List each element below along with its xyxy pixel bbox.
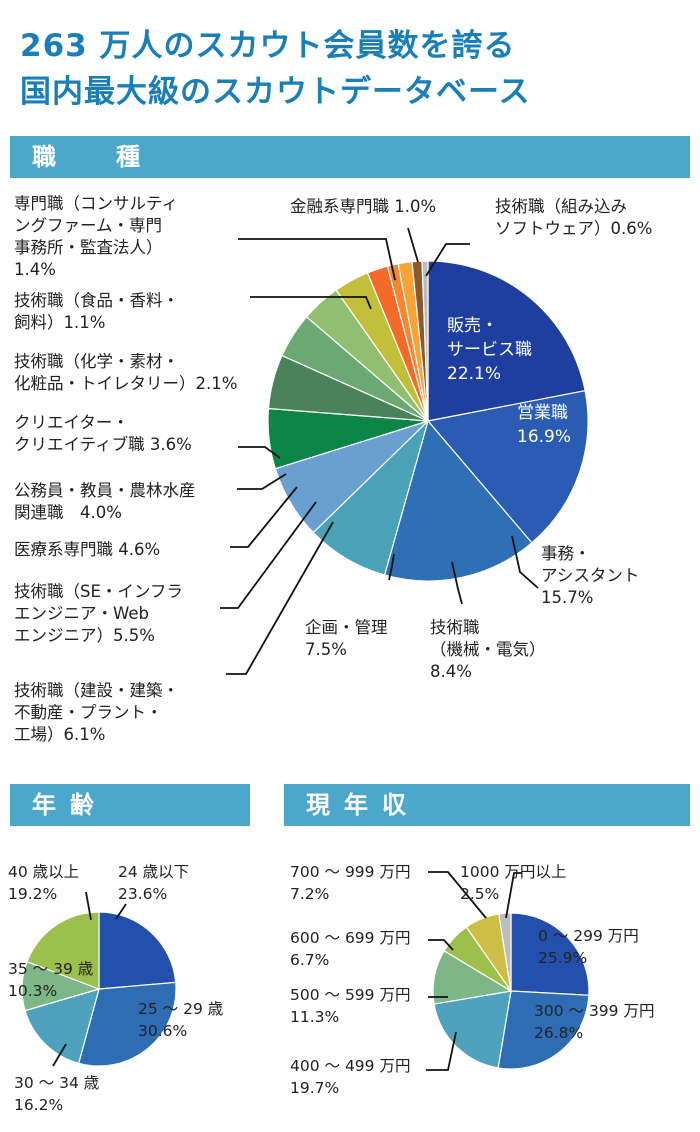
occupation-label-kensetsu: 技術職（建設・建築・不動産・プラント・工場）6.1% — [14, 681, 179, 744]
occupation-label-senmon: 専門職（コンサルティングファーム・専門事務所・監査法人） 1.4% — [14, 194, 178, 279]
occupation-leader-kumikomi — [425, 243, 470, 277]
age-label-25to29: 25 〜 29 歳 30.6% — [138, 1000, 223, 1040]
occupation-label-jimu: 事務・アシスタント 15.7% — [541, 544, 639, 607]
income-slice-1 — [497, 990, 590, 1070]
occupation-slice-1 — [426, 389, 589, 544]
occupation-slice-14 — [421, 260, 429, 422]
age-slice-4 — [26, 911, 100, 990]
occupation-label-kagaku: 技術職（化学・素材・化粧品・トイレタリー）2.1% — [14, 352, 237, 393]
age-leader-24under — [115, 903, 127, 920]
section-header-age: 年齢 — [10, 784, 250, 826]
occupation-label-kikaku: 企画・管理 7.5% — [305, 618, 388, 659]
age-label-35to39: 35 〜 39 歳 10.3% — [8, 960, 93, 1000]
occupation-leader-senmon — [238, 238, 396, 281]
occupation-label-se: 技術職（SE・インフラエンジニア・Web エンジニア）5.5% — [14, 582, 183, 645]
page-title-line2: 国内最大級のスカウトデータベース — [20, 74, 531, 110]
page-title-line1: 263 万人のスカウト会員数を誇る — [20, 28, 516, 64]
income-slice-6 — [498, 912, 512, 992]
income-label-500to599: 500 〜 599 万円 11.3% — [290, 986, 410, 1026]
section-header-occupation: 職 種 — [10, 136, 690, 178]
age-slice-0 — [98, 911, 177, 990]
age-slice-1 — [77, 981, 177, 1067]
age-label-40over: 40 歳以上 19.2% — [8, 863, 79, 903]
age-label-30to34: 30 〜 34 歳 16.2% — [14, 1074, 99, 1114]
occupation-slice-2 — [383, 419, 533, 582]
income-slice-2 — [433, 990, 512, 1069]
income-label-700to999: 700 〜 999 万円 7.2% — [290, 863, 410, 903]
occupation-leader-komuin — [237, 473, 287, 490]
occupation-leader-se — [220, 501, 317, 609]
income-label-0to299: 0 〜 299 万円 25.9% — [538, 927, 639, 967]
income-label-400to499: 400 〜 499 万円 19.7% — [290, 1057, 410, 1097]
income-slice-0 — [510, 912, 590, 996]
age-slice-2 — [24, 988, 100, 1065]
occupation-label-iryo: 医療系専門職 4.6% — [14, 540, 160, 559]
age-label-24under: 24 歳以下 23.6% — [118, 863, 189, 903]
occupation-leader-kinyu — [407, 227, 419, 263]
occupation-label-eigyo: 営業職 16.9% — [517, 403, 571, 447]
occupation-leader-creator — [238, 446, 281, 459]
occupation-label-shokuhin: 技術職（食品・香料・飼料）1.1% — [14, 291, 179, 332]
income-leader-1000over — [505, 872, 522, 919]
income-label-300to399: 300 〜 399 万円 26.8% — [534, 1002, 654, 1042]
section-header-income: 現年収 — [284, 784, 690, 826]
occupation-label-kinyu: 金融系専門職 1.0% — [290, 197, 436, 216]
age-leader-40over — [85, 891, 92, 921]
occupation-label-kumikomi: 技術職（組み込みソフトウェア）0.6% — [495, 197, 652, 238]
occupation-leader-kensetsu — [226, 521, 334, 675]
occupation-label-komuin: 公務員・教員・農林水産関連職 4.0% — [14, 481, 196, 522]
age-leader-30to34 — [52, 1043, 67, 1067]
occupation-label-creator: クリエイター・クリエイティブ職 3.6% — [14, 413, 192, 454]
occupation-leader-iryo — [230, 486, 298, 548]
income-label-600to699: 600 〜 699 万円 6.7% — [290, 929, 410, 969]
income-leader-600to699 — [428, 939, 454, 951]
income-leader-400to499 — [426, 1031, 457, 1071]
occupation-leader-kikaku — [388, 553, 395, 581]
occupation-leader-jimu — [511, 535, 539, 589]
occupation-leader-shokuhin — [250, 296, 372, 310]
income-label-1000over: 1000 万円以上 2.5% — [460, 863, 566, 903]
occupation-leader-kikai — [451, 561, 463, 605]
occupation-label-kikai: 技術職（機械・電気） 8.4% — [430, 618, 546, 681]
occupation-slice-0 — [427, 260, 586, 422]
occupation-label-sales: 販売・サービス職 22.1% — [447, 316, 532, 384]
income-leader-700to999 — [428, 871, 487, 919]
